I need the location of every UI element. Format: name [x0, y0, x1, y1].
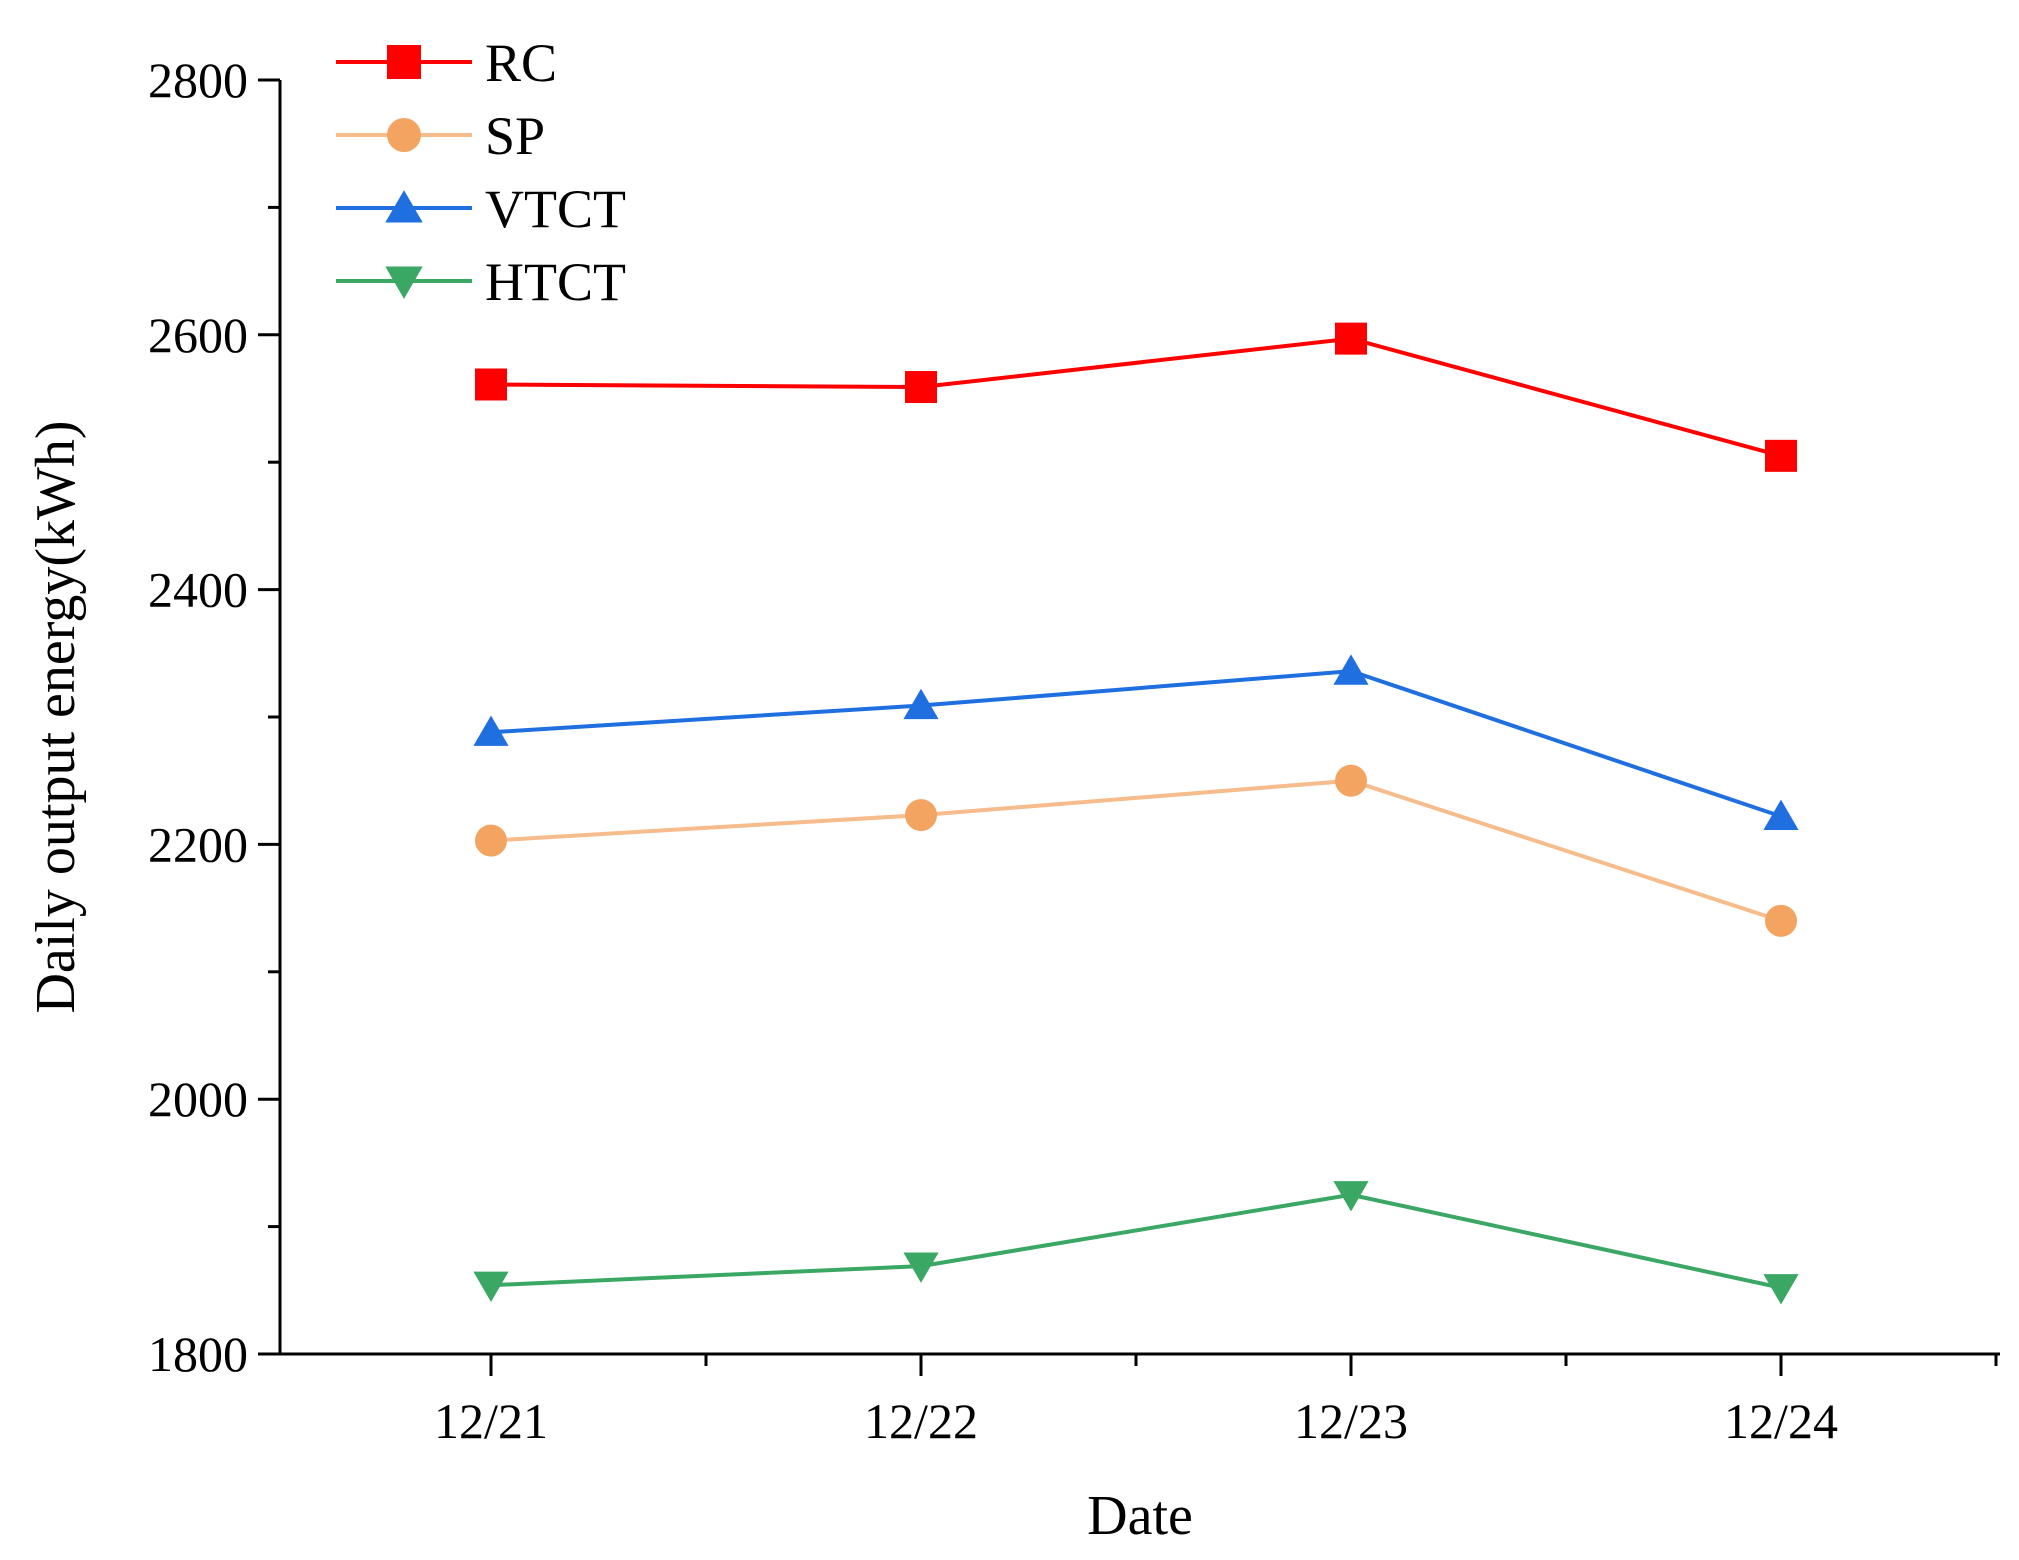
data-point	[1763, 1274, 1799, 1305]
legend: RC SP VTCT HTCT	[336, 33, 626, 312]
y-tick-label: 2400	[148, 562, 248, 618]
legend-marker	[385, 266, 423, 299]
data-point	[903, 1252, 939, 1283]
legend-item-rc: RC	[336, 33, 557, 93]
y-tick-label: 2200	[148, 816, 248, 872]
legend-marker	[387, 45, 421, 79]
series-layer	[473, 322, 1799, 1305]
data-point	[1765, 904, 1797, 937]
series-sp	[475, 764, 1797, 937]
data-point	[905, 799, 937, 832]
data-point	[475, 368, 507, 401]
x-tick-label: 12/24	[1724, 1393, 1838, 1449]
legend-item-htct: HTCT	[336, 252, 626, 312]
data-point	[475, 824, 507, 857]
x-tick-label: 12/23	[1294, 1393, 1408, 1449]
legend-item-sp: SP	[336, 106, 545, 166]
data-point	[1335, 764, 1367, 797]
data-point	[1765, 439, 1797, 472]
data-point	[473, 715, 509, 746]
data-point	[473, 1271, 509, 1303]
y-tick-label: 1800	[148, 1326, 248, 1382]
data-point	[1333, 654, 1369, 685]
data-point	[1333, 1181, 1369, 1212]
series-line	[490, 669, 1782, 819]
series-vtct	[473, 654, 1799, 830]
x-tick-label: 12/21	[434, 1393, 548, 1449]
legend-label: SP	[485, 106, 545, 166]
series-line	[490, 336, 1782, 458]
y-tick-label: 2800	[148, 52, 248, 108]
legend-item-vtct: VTCT	[336, 179, 626, 239]
axes: 1800 2000 2200 2400 2600 2800 12/21 12/22 12/23 1…	[148, 52, 2000, 1449]
legend-marker	[385, 190, 423, 223]
y-axis-title: Daily output energy(kWh)	[25, 420, 87, 1013]
series-line	[490, 1192, 1782, 1290]
series-rc	[475, 322, 1797, 472]
legend-label: RC	[485, 33, 557, 93]
data-point	[903, 688, 939, 720]
data-point	[905, 371, 937, 404]
x-axis-title: Date	[1087, 1485, 1193, 1547]
data-point	[1763, 799, 1799, 830]
series-htct	[473, 1181, 1799, 1305]
y-tick-label: 2000	[148, 1071, 248, 1127]
legend-label: VTCT	[485, 179, 626, 239]
x-tick-label: 12/22	[864, 1393, 978, 1449]
legend-marker	[387, 118, 421, 152]
legend-label: HTCT	[485, 252, 626, 312]
data-point	[1335, 322, 1367, 355]
series-line	[490, 778, 1782, 923]
y-tick-label: 2600	[148, 307, 248, 363]
